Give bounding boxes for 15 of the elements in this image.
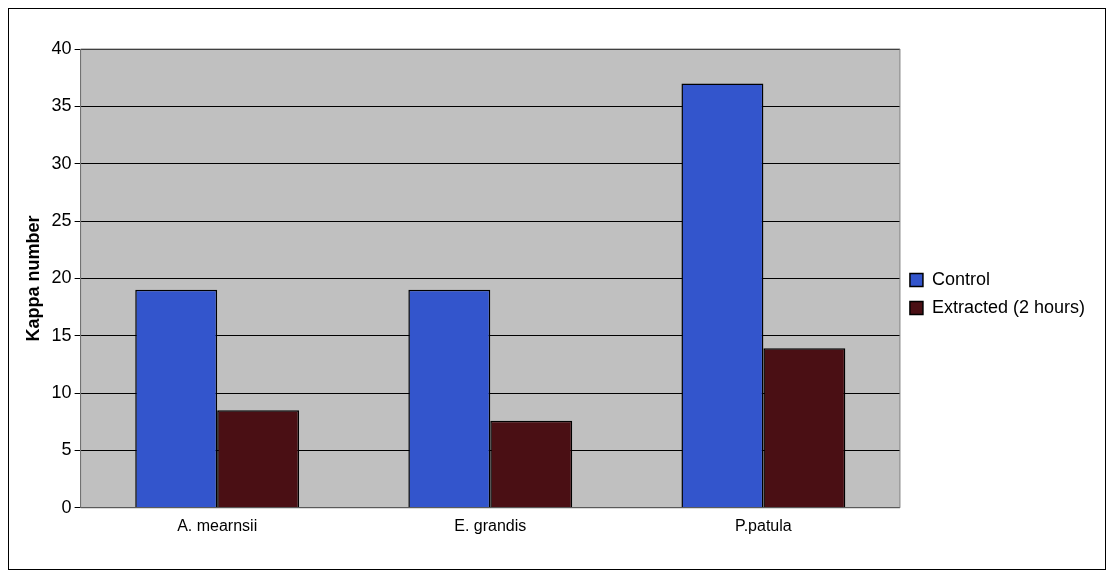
y-tick-label: 15 [51, 324, 72, 345]
x-tick-label: E. grandis [454, 516, 527, 534]
x-tick-label: P.patula [735, 516, 792, 534]
legend-label: Control [931, 268, 990, 289]
x-tick-label: A. mearnsii [177, 516, 258, 534]
y-tick-label: 20 [51, 267, 72, 288]
y-tick-label: 5 [61, 439, 72, 460]
y-tick-label: 35 [51, 95, 72, 116]
y-axis-title: Kappa number [22, 215, 43, 342]
y-tick-label: 25 [51, 210, 72, 231]
y-tick-label: 30 [51, 152, 72, 173]
y-tick-label: 0 [61, 496, 72, 517]
y-tick-label: 40 [51, 37, 72, 58]
y-tick-label: 10 [51, 382, 72, 403]
legend-label: Extracted (2 hours) [931, 296, 1085, 317]
